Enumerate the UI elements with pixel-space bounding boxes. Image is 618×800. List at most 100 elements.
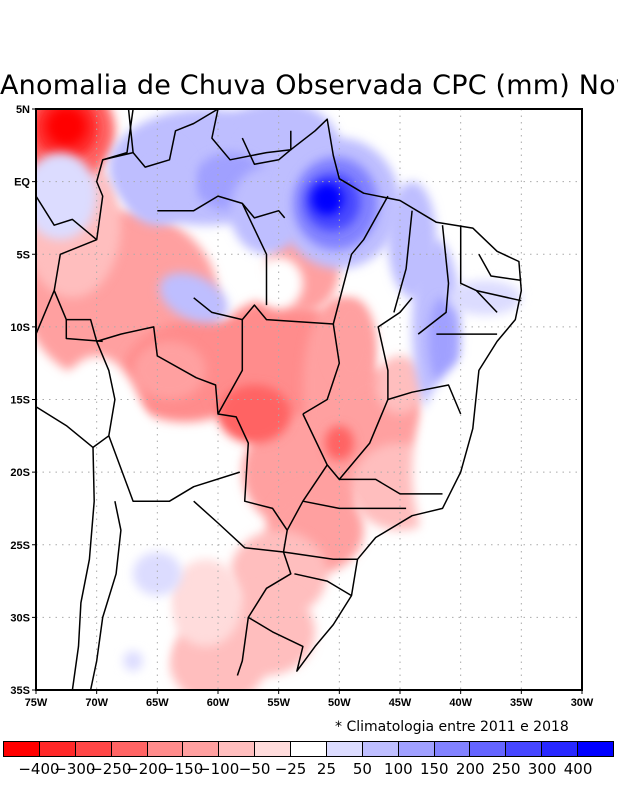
- x-tick-label: 40W: [449, 697, 472, 709]
- colorbar-label: −50: [238, 760, 271, 778]
- colorbar-label: −400: [18, 760, 60, 778]
- anomaly-contour: [327, 297, 376, 385]
- colorbar-label: 400: [563, 760, 593, 778]
- border-line: [417, 225, 450, 335]
- border-line: [241, 203, 268, 306]
- x-axis: 75W 70W 65W 60W 55W 50W 45W 40W 35W 30W: [25, 690, 594, 709]
- x-tick-label: 30W: [571, 697, 594, 709]
- border-line: [71, 447, 95, 690]
- border-line: [193, 297, 243, 321]
- climatology-note: * Climatologia entre 2011 e 2018: [335, 719, 569, 735]
- colorbar-box: [39, 742, 76, 756]
- map-plot: 75W 70W 65W 60W 55W 50W 45W 40W 35W 30W 5N EQ 5S 10S…: [10, 104, 594, 709]
- anomaly-contour: [133, 552, 182, 596]
- x-tick-label: 55W: [267, 697, 290, 709]
- colorbar-box: [147, 742, 184, 756]
- colorbar-label: −300: [54, 760, 96, 778]
- colorbar-box: [326, 742, 363, 756]
- colorbar-box: [255, 742, 291, 756]
- border-line: [127, 109, 134, 153]
- x-tick-label: 45W: [389, 697, 412, 709]
- y-axis: 5N EQ 5S 10S 15S 20S 25S 30S 35S: [10, 104, 36, 697]
- colorbar-label: −200: [126, 760, 168, 778]
- colorbar-box: [362, 742, 399, 756]
- border-line: [476, 289, 522, 302]
- anomaly-contour: [324, 425, 354, 461]
- colorbar-box: [291, 742, 327, 756]
- colorbar-box: [183, 742, 220, 756]
- border-line: [283, 551, 358, 561]
- border-line: [92, 341, 116, 449]
- border-line: [294, 573, 352, 597]
- colorbar-label: 200: [455, 760, 485, 778]
- colorbar-label: −100: [198, 760, 240, 778]
- x-tick-label: 35W: [510, 697, 533, 709]
- y-tick-label: 15S: [10, 395, 30, 407]
- anomaly-contour: [169, 559, 243, 647]
- y-tick-label: 5S: [17, 249, 30, 261]
- grid-lines: [36, 109, 582, 690]
- y-tick-label: EQ: [14, 177, 30, 189]
- colorbar-box: [75, 742, 112, 756]
- anomaly-contour: [133, 341, 206, 400]
- y-tick-label: 10S: [10, 322, 30, 334]
- y-tick-label: 30S: [10, 612, 30, 624]
- colorbar-label: −250: [90, 760, 132, 778]
- border-line: [339, 478, 443, 495]
- anomaly-contour: [218, 384, 291, 444]
- border-line: [387, 384, 462, 415]
- colorbar-label: 250: [491, 760, 521, 778]
- border-line: [393, 210, 413, 313]
- border-line: [217, 304, 334, 415]
- y-tick-label: 25S: [10, 540, 30, 552]
- colorbar-box: [398, 742, 435, 756]
- border-line: [36, 195, 98, 241]
- colorbar-box: [506, 742, 543, 756]
- border-line: [65, 319, 103, 343]
- y-tick-label: 5N: [16, 104, 30, 116]
- colorbar-box: [470, 742, 507, 756]
- colorbar: [3, 741, 614, 757]
- colorbar-label: 150: [419, 760, 449, 778]
- y-tick-label: 20S: [10, 467, 30, 479]
- border-line: [459, 225, 498, 313]
- colorbar-box: [4, 742, 40, 756]
- x-tick-label: 50W: [328, 697, 351, 709]
- colorbar-box: [578, 742, 613, 756]
- border-line: [36, 406, 94, 448]
- y-tick-label: 35S: [10, 685, 30, 697]
- border-line: [36, 290, 55, 335]
- colorbar-box: [434, 742, 471, 756]
- anomaly-contour: [254, 257, 303, 310]
- border-line: [89, 501, 122, 690]
- colorbar-label: 50: [352, 760, 372, 778]
- border-line: [193, 500, 284, 553]
- anomaly-contour: [311, 183, 343, 216]
- chart-title: Anomalia de Chuva Observada CPC (mm) Nov…: [0, 70, 618, 101]
- colorbar-box: [219, 742, 256, 756]
- border-line: [241, 130, 292, 165]
- colorbar-label: 100: [384, 760, 413, 778]
- x-tick-label: 75W: [25, 697, 48, 709]
- anomaly-contour: [448, 280, 522, 316]
- border-line: [302, 500, 407, 510]
- border-line: [102, 109, 134, 161]
- x-tick-label: 65W: [146, 697, 169, 709]
- colorbar-box: [542, 742, 578, 756]
- colorbar-label: 25: [316, 760, 337, 778]
- border-line: [236, 617, 250, 676]
- border-line: [302, 323, 341, 415]
- border-line: [108, 435, 241, 502]
- anomaly-contour: [46, 109, 86, 146]
- colorbar-box: [111, 742, 148, 756]
- colorbar-labels: −400 −300 −250 −200 −150 −100 −50 −25 25 50 100 150…: [0, 760, 618, 780]
- anomaly-contour: [427, 297, 458, 385]
- anomaly-contour: [123, 650, 143, 672]
- colorbar-label: 300: [527, 760, 557, 778]
- x-tick-label: 70W: [85, 697, 108, 709]
- colorbar-label: −25: [274, 760, 307, 778]
- country-state-borders: [36, 109, 523, 690]
- anomaly-contour: [36, 152, 97, 240]
- colorbar-label: −150: [162, 760, 204, 778]
- x-tick-label: 60W: [207, 697, 230, 709]
